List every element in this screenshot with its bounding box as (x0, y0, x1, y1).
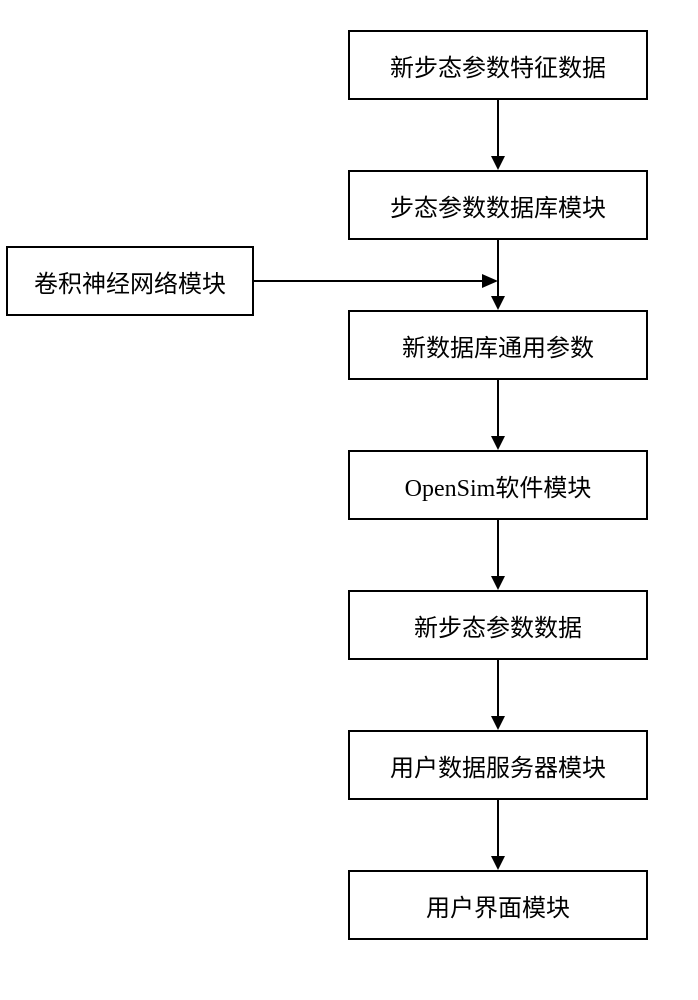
edge-n3-merge (254, 271, 500, 291)
node-new-gait-feature-data: 新步态参数特征数据 (348, 30, 648, 100)
node-opensim-module: OpenSim软件模块 (348, 450, 648, 520)
node-label: 步态参数数据库模块 (390, 188, 606, 223)
node-gait-database-module: 步态参数数据库模块 (348, 170, 648, 240)
edge-n6-n7 (488, 660, 508, 730)
node-label: 新步态参数特征数据 (390, 48, 606, 83)
node-label: 新数据库通用参数 (402, 328, 594, 363)
flowchart-canvas: 新步态参数特征数据 步态参数数据库模块 卷积神经网络模块 新数据库通用参数 Op… (0, 0, 698, 1000)
node-label: 用户数据服务器模块 (390, 748, 606, 783)
node-new-gait-param-data: 新步态参数数据 (348, 590, 648, 660)
node-cnn-module: 卷积神经网络模块 (6, 246, 254, 316)
node-new-db-common-params: 新数据库通用参数 (348, 310, 648, 380)
node-label: OpenSim软件模块 (405, 468, 592, 503)
edge-n1-n2 (488, 100, 508, 170)
edge-n7-n8 (488, 800, 508, 870)
node-label: 卷积神经网络模块 (34, 264, 226, 299)
edge-n2-n4 (488, 240, 508, 310)
edge-n4-n5 (488, 380, 508, 450)
node-user-data-server-module: 用户数据服务器模块 (348, 730, 648, 800)
node-user-interface-module: 用户界面模块 (348, 870, 648, 940)
edge-n5-n6 (488, 520, 508, 590)
node-label: 新步态参数数据 (414, 608, 582, 643)
node-label: 用户界面模块 (426, 888, 570, 923)
